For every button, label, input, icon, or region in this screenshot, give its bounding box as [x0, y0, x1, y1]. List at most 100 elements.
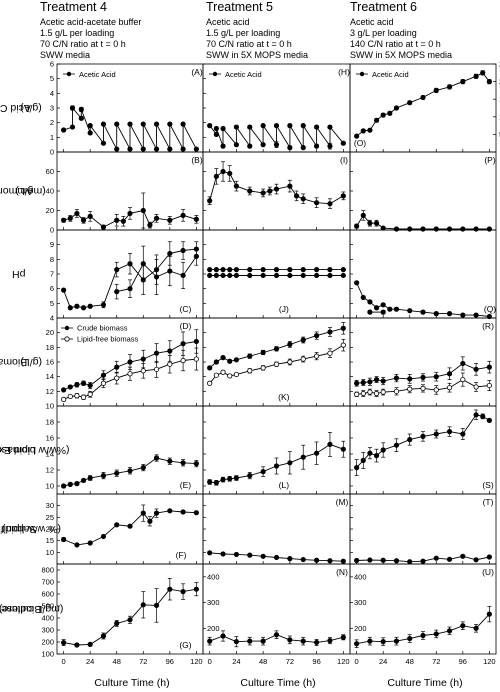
data-point: [153, 215, 160, 221]
y-tick-label: 6: [50, 284, 54, 293]
data-point: [207, 272, 213, 279]
data-point: [74, 303, 80, 309]
y-tick-label: 2: [50, 118, 54, 127]
data-point: [114, 121, 120, 127]
data-point: [78, 115, 84, 121]
panel-label: (Q): [484, 304, 496, 314]
data-point: [153, 455, 160, 461]
data-point: [287, 556, 293, 562]
data-point: [407, 635, 413, 642]
data-point: [486, 417, 492, 423]
data-point: [227, 266, 233, 273]
data-point: [213, 359, 219, 365]
y-tick-label: 14: [46, 450, 54, 459]
data-point: [340, 140, 346, 146]
data-point: [127, 468, 133, 474]
legend-label: Acetic Acid: [79, 70, 116, 79]
data-point: [460, 623, 466, 629]
data-point: [247, 272, 253, 279]
panel-label: (M): [336, 497, 349, 507]
data-point: [153, 510, 160, 516]
data-point: [140, 146, 146, 152]
data-point: [287, 637, 293, 643]
data-point: [67, 305, 73, 311]
data-point: [340, 342, 346, 348]
data-point: [140, 368, 146, 374]
data-point: [380, 225, 386, 231]
y-tick-label: 12: [46, 466, 54, 475]
y-tick-label: 4: [50, 314, 54, 323]
data-point: [340, 266, 346, 273]
data-point: [293, 193, 300, 199]
data-point: [287, 272, 293, 279]
data-point: [153, 602, 160, 609]
data-point: [473, 625, 479, 631]
panel-label: (P): [484, 155, 496, 165]
data-point: [354, 133, 360, 139]
data-point: [114, 146, 120, 152]
data-point: [446, 84, 453, 90]
data-point: [260, 349, 266, 356]
panel-H: [202, 63, 351, 153]
data-point: [273, 632, 280, 638]
data-point: [407, 100, 413, 106]
data-point: [446, 371, 453, 377]
data-point: [247, 472, 253, 479]
data-point: [373, 305, 380, 311]
data-point: [167, 508, 173, 514]
data-point: [300, 272, 306, 279]
condition-line: 1.5 g/L per loading: [206, 28, 281, 38]
data-point: [127, 261, 133, 267]
data-point: [420, 632, 426, 639]
data-point: [233, 551, 240, 558]
data-point: [407, 226, 413, 232]
data-point: [260, 365, 266, 371]
panel-S: [349, 405, 497, 495]
data-point: [100, 140, 107, 146]
data-point: [74, 480, 80, 487]
data-point: [460, 431, 466, 437]
data-point: [393, 105, 400, 111]
data-point: [153, 366, 160, 372]
data-point: [114, 620, 120, 627]
x-tick-label: 120: [483, 657, 496, 666]
data-point: [247, 368, 253, 374]
data-point: [473, 226, 479, 232]
data-point: [61, 639, 67, 646]
data-point: [153, 121, 160, 127]
data-point: [260, 266, 266, 273]
data-point: [393, 442, 400, 448]
data-point: [387, 306, 393, 312]
data-point: [193, 510, 199, 516]
data-point: [273, 346, 280, 352]
y-tick-label: 10: [46, 548, 54, 557]
data-point: [287, 123, 293, 129]
data-point: [114, 217, 120, 223]
data-point: [273, 266, 280, 273]
y-tick-label: 1: [50, 133, 54, 142]
data-point: [313, 557, 320, 563]
data-point: [67, 215, 73, 221]
y-tick-label: 4: [50, 89, 54, 98]
data-point: [327, 638, 333, 644]
legend-label: Crude biomass: [77, 324, 128, 333]
data-point: [67, 384, 73, 390]
y-tick-label: 6: [50, 60, 54, 69]
data-point: [207, 380, 213, 386]
y-tick-label: 800: [41, 566, 54, 575]
data-point: [207, 266, 213, 273]
data-point: [247, 353, 253, 359]
data-point: [180, 509, 186, 515]
panel-Q: [349, 229, 497, 320]
data-point: [446, 310, 453, 317]
panel-D: [56, 317, 204, 407]
data-point: [367, 389, 373, 395]
data-point: [420, 558, 426, 564]
y-tick-label: 14: [46, 372, 54, 381]
data-point: [260, 468, 266, 475]
data-point: [247, 638, 253, 644]
data-point: [233, 371, 240, 378]
data-point: [354, 641, 360, 647]
data-point: [127, 286, 133, 292]
data-point: [380, 447, 386, 453]
